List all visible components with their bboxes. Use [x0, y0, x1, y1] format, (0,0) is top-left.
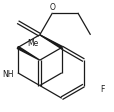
- Text: F: F: [100, 84, 104, 93]
- Polygon shape: [39, 36, 62, 49]
- Text: NH: NH: [2, 70, 14, 79]
- Polygon shape: [17, 47, 39, 61]
- Text: O: O: [49, 3, 55, 12]
- Text: Me: Me: [27, 39, 39, 47]
